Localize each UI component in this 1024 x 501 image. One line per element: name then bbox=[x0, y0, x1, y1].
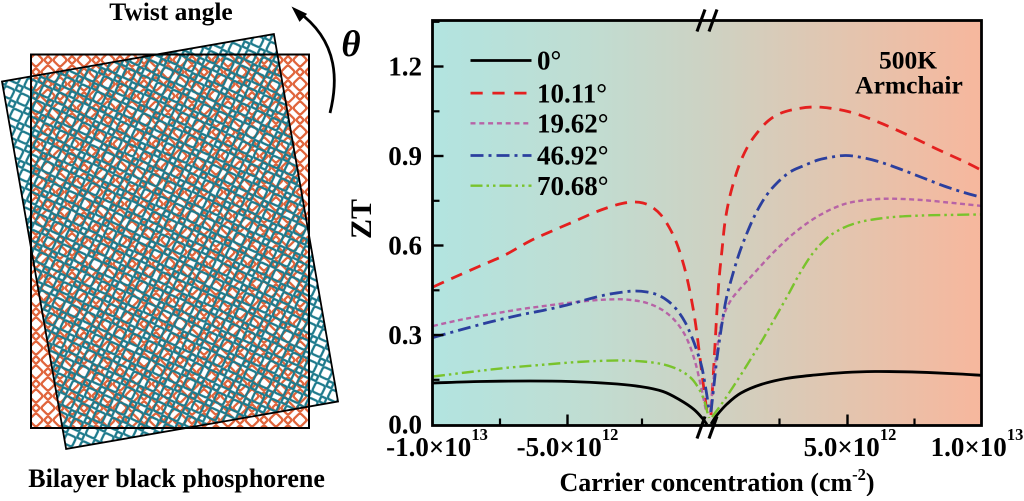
svg-text:-5.0×1012: -5.0×1012 bbox=[517, 425, 619, 462]
svg-text:0.0: 0.0 bbox=[388, 410, 422, 440]
svg-text:46.92°: 46.92° bbox=[537, 141, 609, 171]
svg-text:Twist angle: Twist angle bbox=[109, 0, 233, 26]
svg-text:19.62°: 19.62° bbox=[537, 109, 609, 139]
svg-text:70.68°: 70.68° bbox=[537, 171, 609, 201]
svg-text:0.9: 0.9 bbox=[388, 141, 422, 171]
svg-text:0.6: 0.6 bbox=[388, 231, 422, 261]
svg-text:1.2: 1.2 bbox=[388, 52, 422, 82]
svg-text:500K: 500K bbox=[879, 46, 937, 75]
svg-text:θ: θ bbox=[341, 24, 360, 65]
svg-text:Bilayer black phosphorene: Bilayer black phosphorene bbox=[28, 464, 325, 493]
svg-text:0°: 0° bbox=[537, 46, 561, 76]
svg-text:Carrier concentration (cm-2): Carrier concentration (cm-2) bbox=[559, 465, 874, 496]
svg-text:10.11°: 10.11° bbox=[537, 78, 607, 108]
svg-text:Armchair: Armchair bbox=[855, 71, 963, 100]
svg-text:-1.0×1013: -1.0×1013 bbox=[386, 425, 488, 462]
svg-text:ZT: ZT bbox=[345, 199, 378, 239]
svg-text:0.3: 0.3 bbox=[388, 320, 422, 350]
